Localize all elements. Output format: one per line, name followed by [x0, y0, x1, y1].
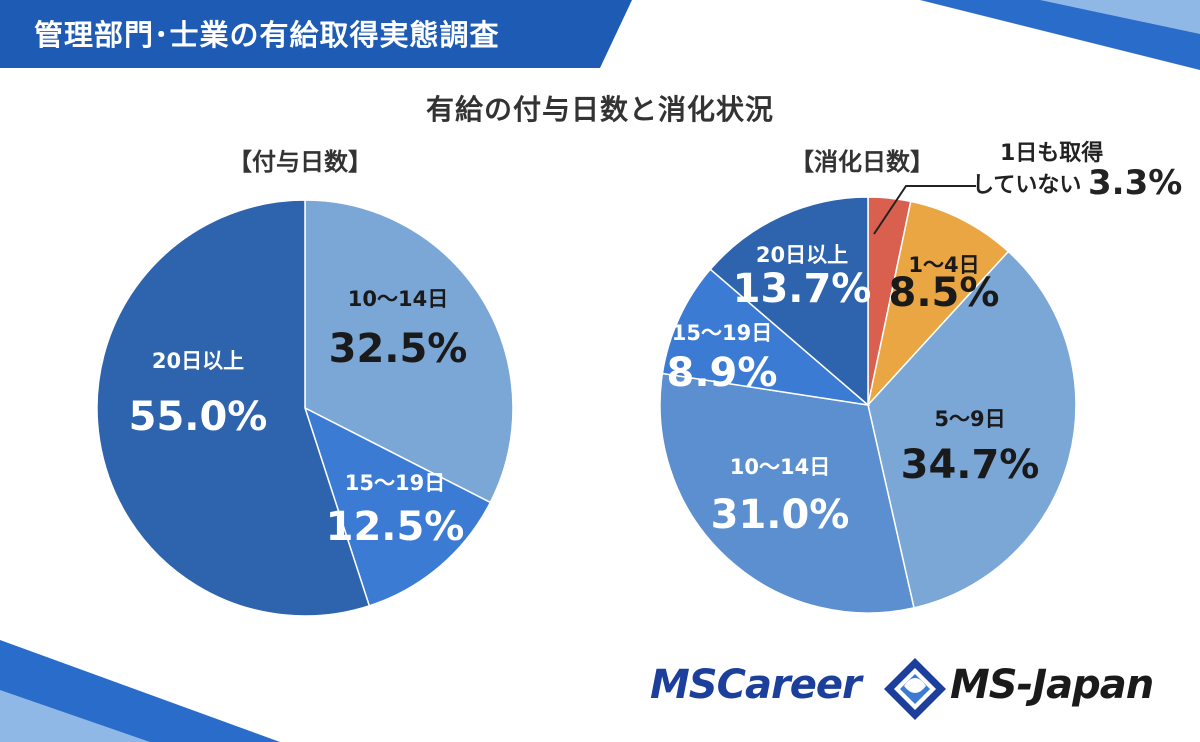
ms-japan-logo-mark: [884, 658, 946, 720]
right-pie-slice-1: [866, 200, 1010, 408]
right-pie-label-1: 1～4日: [908, 253, 979, 277]
left-pie-label-2: 20日以上: [152, 349, 244, 373]
left-pie-slice-1: [303, 406, 492, 607]
right-pie-value-5: 13.7%: [733, 266, 872, 312]
left-pie-slice-2: [96, 199, 371, 617]
corner-stripe-bottom-left-light: [0, 690, 150, 742]
left-pie-slice-0: [304, 199, 514, 504]
right-chart-title: 【消化日数】: [790, 148, 934, 176]
right-pie-slice-5: [709, 196, 869, 407]
right-pie-value-1: 8.5%: [889, 270, 1000, 316]
right-pie-label-5: 20日以上: [756, 243, 848, 267]
right-pie-value-4: 8.9%: [667, 350, 778, 396]
left-pie-value-1: 12.5%: [326, 504, 465, 550]
logo-mscareer: MSCareer: [650, 662, 862, 708]
right-pie-annotation-leader: [873, 185, 976, 235]
left-chart-title: 【付与日数】: [228, 148, 372, 176]
right-pie-annotation-label-line2: していない: [972, 173, 1081, 198]
right-pie-annotation-label-line1: 1日も取得: [1000, 140, 1103, 166]
left-pie-value-0: 32.5%: [329, 326, 468, 372]
banner-background: [0, 0, 632, 68]
right-pie-label-2: 5～9日: [934, 407, 1005, 431]
right-pie-annotation-value: 3.3%: [1088, 163, 1182, 203]
left-pie-label-1: 15～19日: [345, 471, 445, 495]
right-pie-value-2: 34.7%: [901, 442, 1040, 488]
right-pie-slice-4: [661, 268, 871, 407]
pie-chart-granted-days: 10～14日 32.5% 15～19日 12.5% 20日以上 55.0%: [96, 199, 514, 617]
left-pie-value-2: 55.0%: [129, 394, 268, 440]
logo-ms-japan: MS-Japan: [950, 662, 1154, 708]
banner-title: 管理部門･士業の有給取得実態調査: [34, 18, 500, 52]
right-pie-value-3: 31.0%: [711, 492, 850, 538]
right-pie-slice-3: [659, 372, 915, 614]
main-title: 有給の付与日数と消化状況: [425, 93, 774, 126]
right-pie-slice-2: [867, 250, 1077, 609]
right-pie-label-3: 10～14日: [730, 455, 830, 479]
right-pie-label-4: 15～19日: [672, 321, 772, 345]
corner-stripe-top-right-light: [1040, 0, 1200, 34]
left-pie-label-0: 10～14日: [348, 287, 448, 311]
